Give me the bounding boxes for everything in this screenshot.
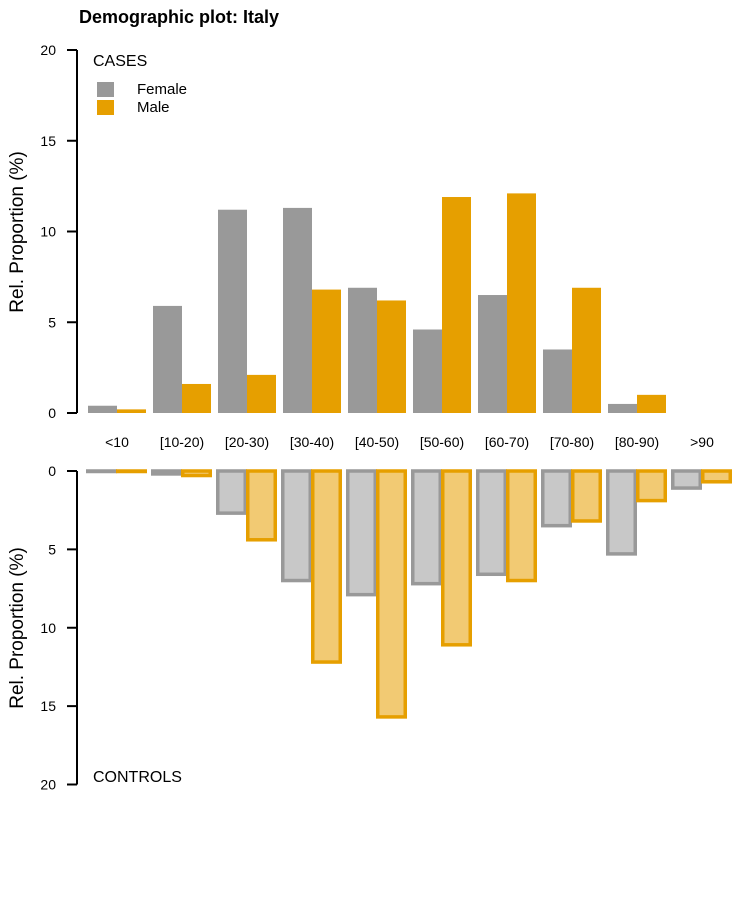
cases-bar-male xyxy=(572,287,601,413)
controls-bar-female xyxy=(671,469,702,490)
controls-y-tick-label: 0 xyxy=(48,463,56,479)
cases-label: CASES xyxy=(93,53,147,70)
controls-bar-male xyxy=(311,469,342,664)
controls-y-tick-label: 20 xyxy=(40,777,56,793)
cases-bar-female xyxy=(608,403,637,413)
category-labels: <10 [10-20) [20-30) [30-40) [40-50) [50-60) [6… xyxy=(105,434,714,450)
controls-label: CONTROLS xyxy=(93,769,182,786)
controls-bar-female xyxy=(606,469,637,556)
cases-y-tick-label: 20 xyxy=(40,42,56,58)
controls-y-axis-label: Rel. Proportion (%) xyxy=(7,547,28,709)
cases-bar-male xyxy=(507,193,536,413)
cases-bar-female xyxy=(348,287,377,413)
category-label: >90 xyxy=(690,434,714,450)
cases-y-tick-label: 0 xyxy=(48,405,56,421)
cases-y-tick-label: 15 xyxy=(40,133,56,149)
cases-bar-male xyxy=(247,374,276,413)
controls-bar-male xyxy=(506,469,537,583)
controls-bar-male xyxy=(181,469,212,478)
category-label: [60-70) xyxy=(485,434,529,450)
controls-bar-male xyxy=(116,469,147,474)
cases-bar-female xyxy=(218,209,247,413)
category-label: [30-40) xyxy=(290,434,334,450)
cases-bar-female xyxy=(478,295,507,413)
cases-bar-male xyxy=(117,409,146,413)
controls-bar-female xyxy=(281,469,312,583)
controls-bar-female xyxy=(151,469,182,476)
controls-y-tick-label: 5 xyxy=(48,541,56,557)
controls-bar-female xyxy=(86,469,117,474)
category-label: <10 xyxy=(105,434,129,450)
cases-bar-male xyxy=(637,394,666,413)
legend-male-label: Male xyxy=(137,99,170,116)
controls-y-tick-label: 15 xyxy=(40,698,56,714)
legend-male-swatch xyxy=(97,100,114,115)
cases-y-tick-label: 5 xyxy=(48,314,56,330)
cases-bar-female xyxy=(153,305,182,413)
controls-bar-male xyxy=(636,469,667,503)
controls-panel: 0 5 10 15 20 xyxy=(40,463,732,793)
category-label: [40-50) xyxy=(355,434,399,450)
cases-bar-male xyxy=(182,383,211,413)
controls-bar-male xyxy=(441,469,472,647)
category-label: [10-20) xyxy=(160,434,204,450)
cases-bar-female xyxy=(543,349,572,413)
cases-bar-female xyxy=(283,207,312,413)
cases-bar-female xyxy=(413,329,442,413)
controls-bar-female xyxy=(346,469,377,597)
cases-bar-male xyxy=(312,289,341,413)
controls-bar-female xyxy=(541,469,572,528)
category-label: [70-80) xyxy=(550,434,594,450)
chart-title: Demographic plot: Italy xyxy=(79,7,279,27)
controls-bar-female xyxy=(476,469,507,577)
cases-y-tick-label: 10 xyxy=(40,224,56,240)
controls-bar-male xyxy=(701,469,732,484)
controls-bar-female xyxy=(411,469,442,586)
legend-female-label: Female xyxy=(137,81,187,98)
legend-female-swatch xyxy=(97,82,114,97)
category-label: [50-60) xyxy=(420,434,464,450)
controls-bar-male xyxy=(246,469,277,542)
cases-bar-male xyxy=(442,197,471,413)
category-label: [20-30) xyxy=(225,434,269,450)
cases-bar-female xyxy=(88,405,117,413)
legend: CASES Female Male xyxy=(93,53,187,116)
controls-bar-male xyxy=(376,469,407,719)
cases-panel: 0 5 10 15 20 xyxy=(40,42,666,421)
controls-y-tick-label: 10 xyxy=(40,620,56,636)
category-label: [80-90) xyxy=(615,434,659,450)
controls-bar-male xyxy=(571,469,602,523)
cases-y-axis-label: Rel. Proportion (%) xyxy=(7,151,28,313)
controls-bar-female xyxy=(216,469,247,515)
cases-bar-male xyxy=(377,300,406,413)
